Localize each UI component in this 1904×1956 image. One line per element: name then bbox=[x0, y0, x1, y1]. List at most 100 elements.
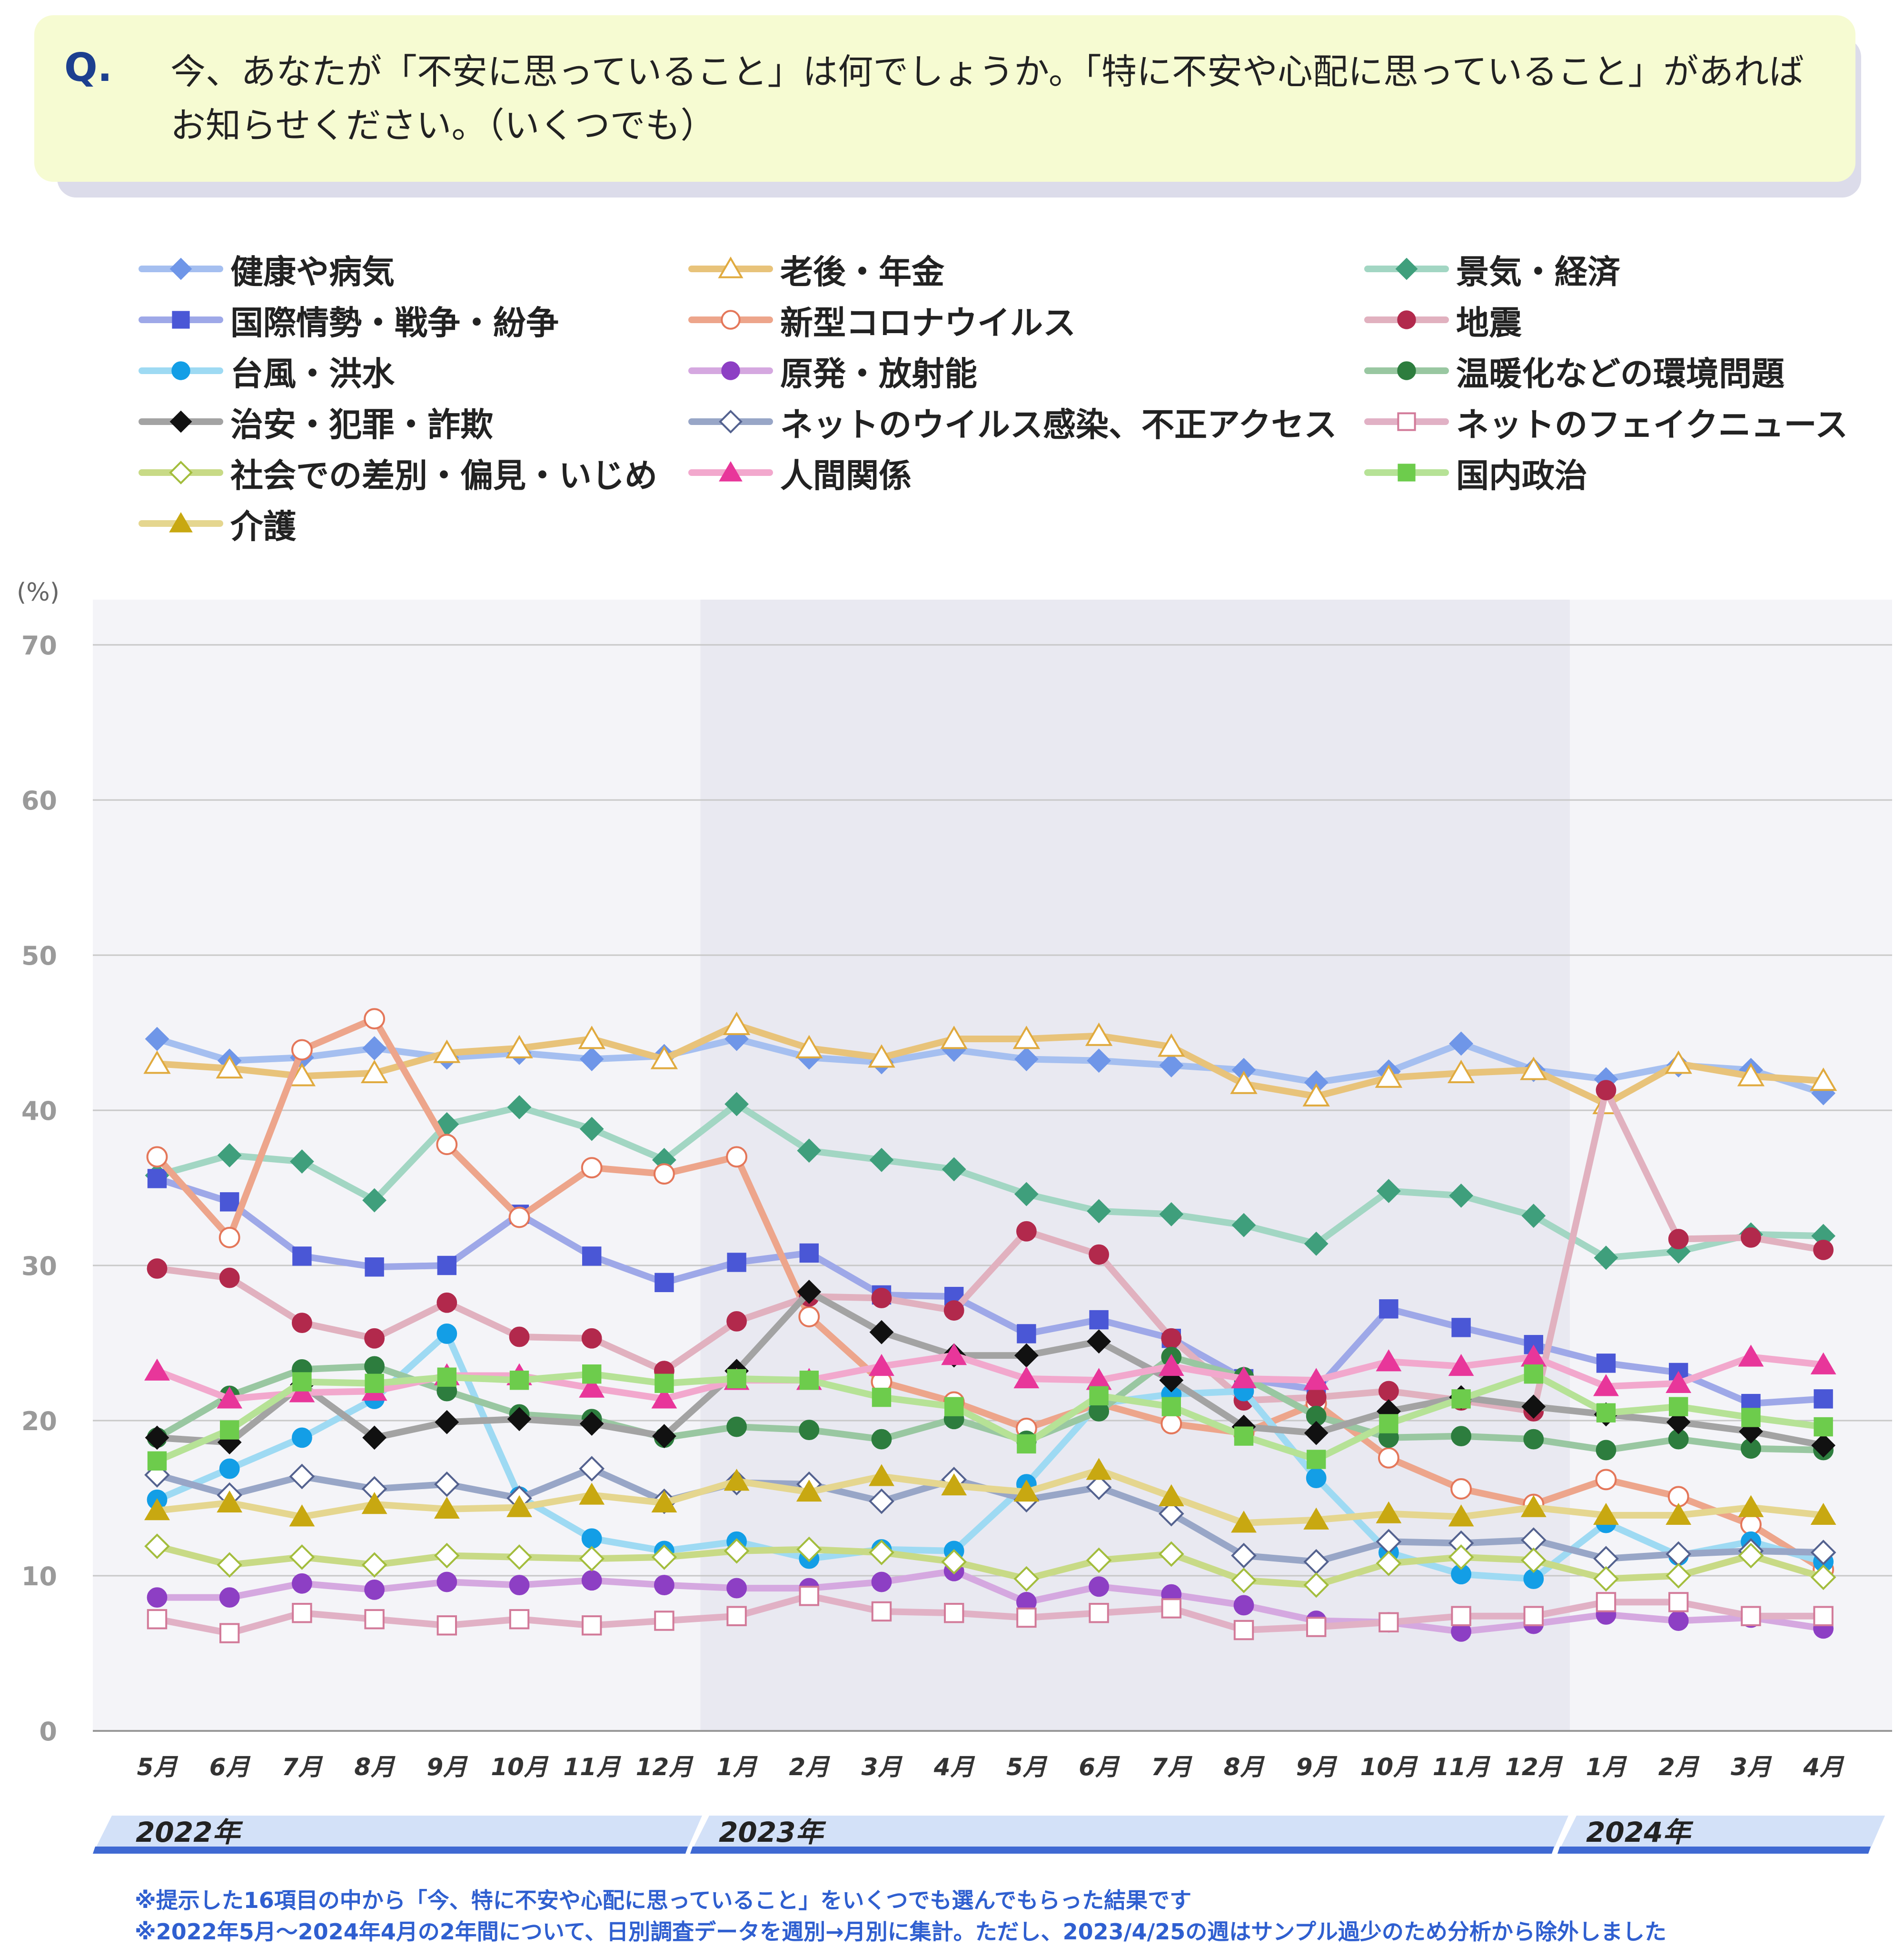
data-point bbox=[292, 1372, 312, 1392]
data-point bbox=[1811, 1433, 1836, 1458]
data-point bbox=[1376, 1349, 1402, 1372]
line-chart: 0 10 20 30 40 50 60 70 (%) 5月 6月 7月 8月 9月 10月 11月 12月 1月 2… bbox=[17, 578, 1892, 1854]
x-tick-label: 4月 bbox=[1803, 1753, 1844, 1781]
data-point bbox=[1231, 1213, 1256, 1237]
x-tick-label: 1月 bbox=[1586, 1753, 1627, 1781]
data-point bbox=[727, 1369, 746, 1389]
y-axis-label: (%) bbox=[17, 578, 60, 607]
x-tick-label: 5月 bbox=[1006, 1753, 1048, 1781]
x-tick-label: 5月 bbox=[137, 1753, 178, 1781]
data-point bbox=[1233, 1595, 1254, 1616]
data-point bbox=[1737, 1063, 1765, 1087]
data-point bbox=[509, 1609, 530, 1630]
data-point bbox=[582, 1615, 602, 1636]
data-point bbox=[436, 1134, 458, 1156]
data-point bbox=[651, 1386, 677, 1409]
data-point bbox=[799, 1243, 819, 1263]
data-point bbox=[507, 1407, 532, 1432]
data-point bbox=[1451, 1606, 1471, 1626]
data-point bbox=[941, 1549, 967, 1575]
data-point bbox=[1161, 1328, 1182, 1349]
footnote-2: ※2022年5月～2024年4月の2年間について、日別調査データを週別→月別に集… bbox=[135, 1919, 1666, 1945]
data-point bbox=[869, 1540, 894, 1565]
legend-marker bbox=[1397, 310, 1416, 329]
data-point bbox=[1738, 1495, 1764, 1517]
legend-marker bbox=[719, 410, 743, 434]
data-point bbox=[1230, 1070, 1258, 1094]
legend-item: 老後・年金 bbox=[688, 247, 944, 291]
data-point bbox=[1449, 1031, 1474, 1056]
legend-item: 治安・犯罪・詐欺 bbox=[138, 400, 493, 444]
legend-swatch bbox=[139, 257, 223, 280]
data-point bbox=[1017, 1434, 1036, 1454]
data-point bbox=[360, 1059, 388, 1083]
y-tick-label: 40 bbox=[21, 1096, 57, 1126]
data-point bbox=[292, 1246, 312, 1266]
data-point bbox=[1809, 1067, 1837, 1091]
data-point bbox=[365, 1373, 384, 1393]
data-point bbox=[1307, 1450, 1326, 1469]
data-point bbox=[1814, 1417, 1833, 1437]
data-point bbox=[1594, 1245, 1618, 1270]
y-tick-label: 70 bbox=[21, 631, 57, 661]
data-point bbox=[1231, 1511, 1257, 1533]
data-point bbox=[726, 1578, 747, 1599]
data-point bbox=[1520, 1495, 1547, 1517]
data-point bbox=[1016, 1221, 1037, 1242]
data-point bbox=[581, 1570, 602, 1591]
data-point bbox=[143, 1050, 171, 1074]
data-point bbox=[1595, 1469, 1617, 1491]
data-point bbox=[798, 1306, 820, 1327]
data-point bbox=[1086, 1458, 1112, 1480]
data-point bbox=[1089, 1576, 1110, 1597]
data-point bbox=[144, 1358, 170, 1381]
data-point bbox=[509, 1575, 530, 1595]
data-point bbox=[796, 1536, 822, 1562]
legend-swatch bbox=[139, 410, 223, 433]
data-point bbox=[871, 1601, 892, 1622]
legend-swatch bbox=[688, 361, 773, 380]
data-point bbox=[1379, 1299, 1398, 1319]
data-point bbox=[147, 1169, 167, 1188]
legend-label: 原発・放射能 bbox=[780, 355, 977, 393]
data-point bbox=[364, 1579, 385, 1600]
data-point bbox=[723, 1011, 751, 1035]
legend-label: 景気・経済 bbox=[1456, 253, 1620, 291]
legend-label: 地震 bbox=[1456, 304, 1522, 342]
data-point bbox=[1089, 1244, 1110, 1265]
data-point bbox=[579, 1116, 604, 1141]
y-tick-label: 50 bbox=[21, 941, 57, 971]
data-point bbox=[1231, 1366, 1257, 1389]
series-1 bbox=[143, 1011, 1837, 1115]
data-point bbox=[581, 1157, 603, 1179]
legend-label: 国内政治 bbox=[1456, 457, 1587, 495]
data-point bbox=[1231, 1567, 1257, 1593]
data-point bbox=[726, 1416, 747, 1437]
question-text: 今、あなたが「不安に思っていること」は何でしょうか。「特に不安や心配に思っている… bbox=[170, 51, 1805, 146]
data-point bbox=[1738, 1542, 1764, 1569]
data-point bbox=[1814, 1389, 1833, 1409]
data-point bbox=[1378, 1381, 1399, 1402]
data-point bbox=[1089, 1310, 1109, 1330]
data-point bbox=[941, 1343, 967, 1365]
legend-label: 社会での差別・偏見・いじめ bbox=[230, 457, 657, 495]
legend-item: 健康や病気 bbox=[138, 247, 395, 291]
data-point bbox=[1013, 1479, 1040, 1502]
data-point bbox=[217, 1552, 243, 1578]
year-bar-edge bbox=[93, 1847, 688, 1854]
x-tick-label: 2月 bbox=[789, 1753, 830, 1781]
data-point bbox=[872, 1387, 892, 1407]
series-15 bbox=[144, 1458, 1836, 1533]
data-point bbox=[941, 1473, 967, 1496]
legend-marker bbox=[169, 257, 192, 280]
data-point bbox=[726, 1606, 747, 1626]
data-point bbox=[147, 1258, 168, 1279]
data-point bbox=[292, 1313, 312, 1334]
data-point bbox=[509, 1371, 529, 1390]
data-point bbox=[654, 1575, 674, 1595]
data-point bbox=[1159, 1053, 1184, 1077]
data-point bbox=[436, 1324, 457, 1344]
data-point bbox=[579, 1375, 605, 1398]
data-point bbox=[654, 1273, 674, 1293]
year-label: 2024年 bbox=[1586, 1816, 1694, 1848]
